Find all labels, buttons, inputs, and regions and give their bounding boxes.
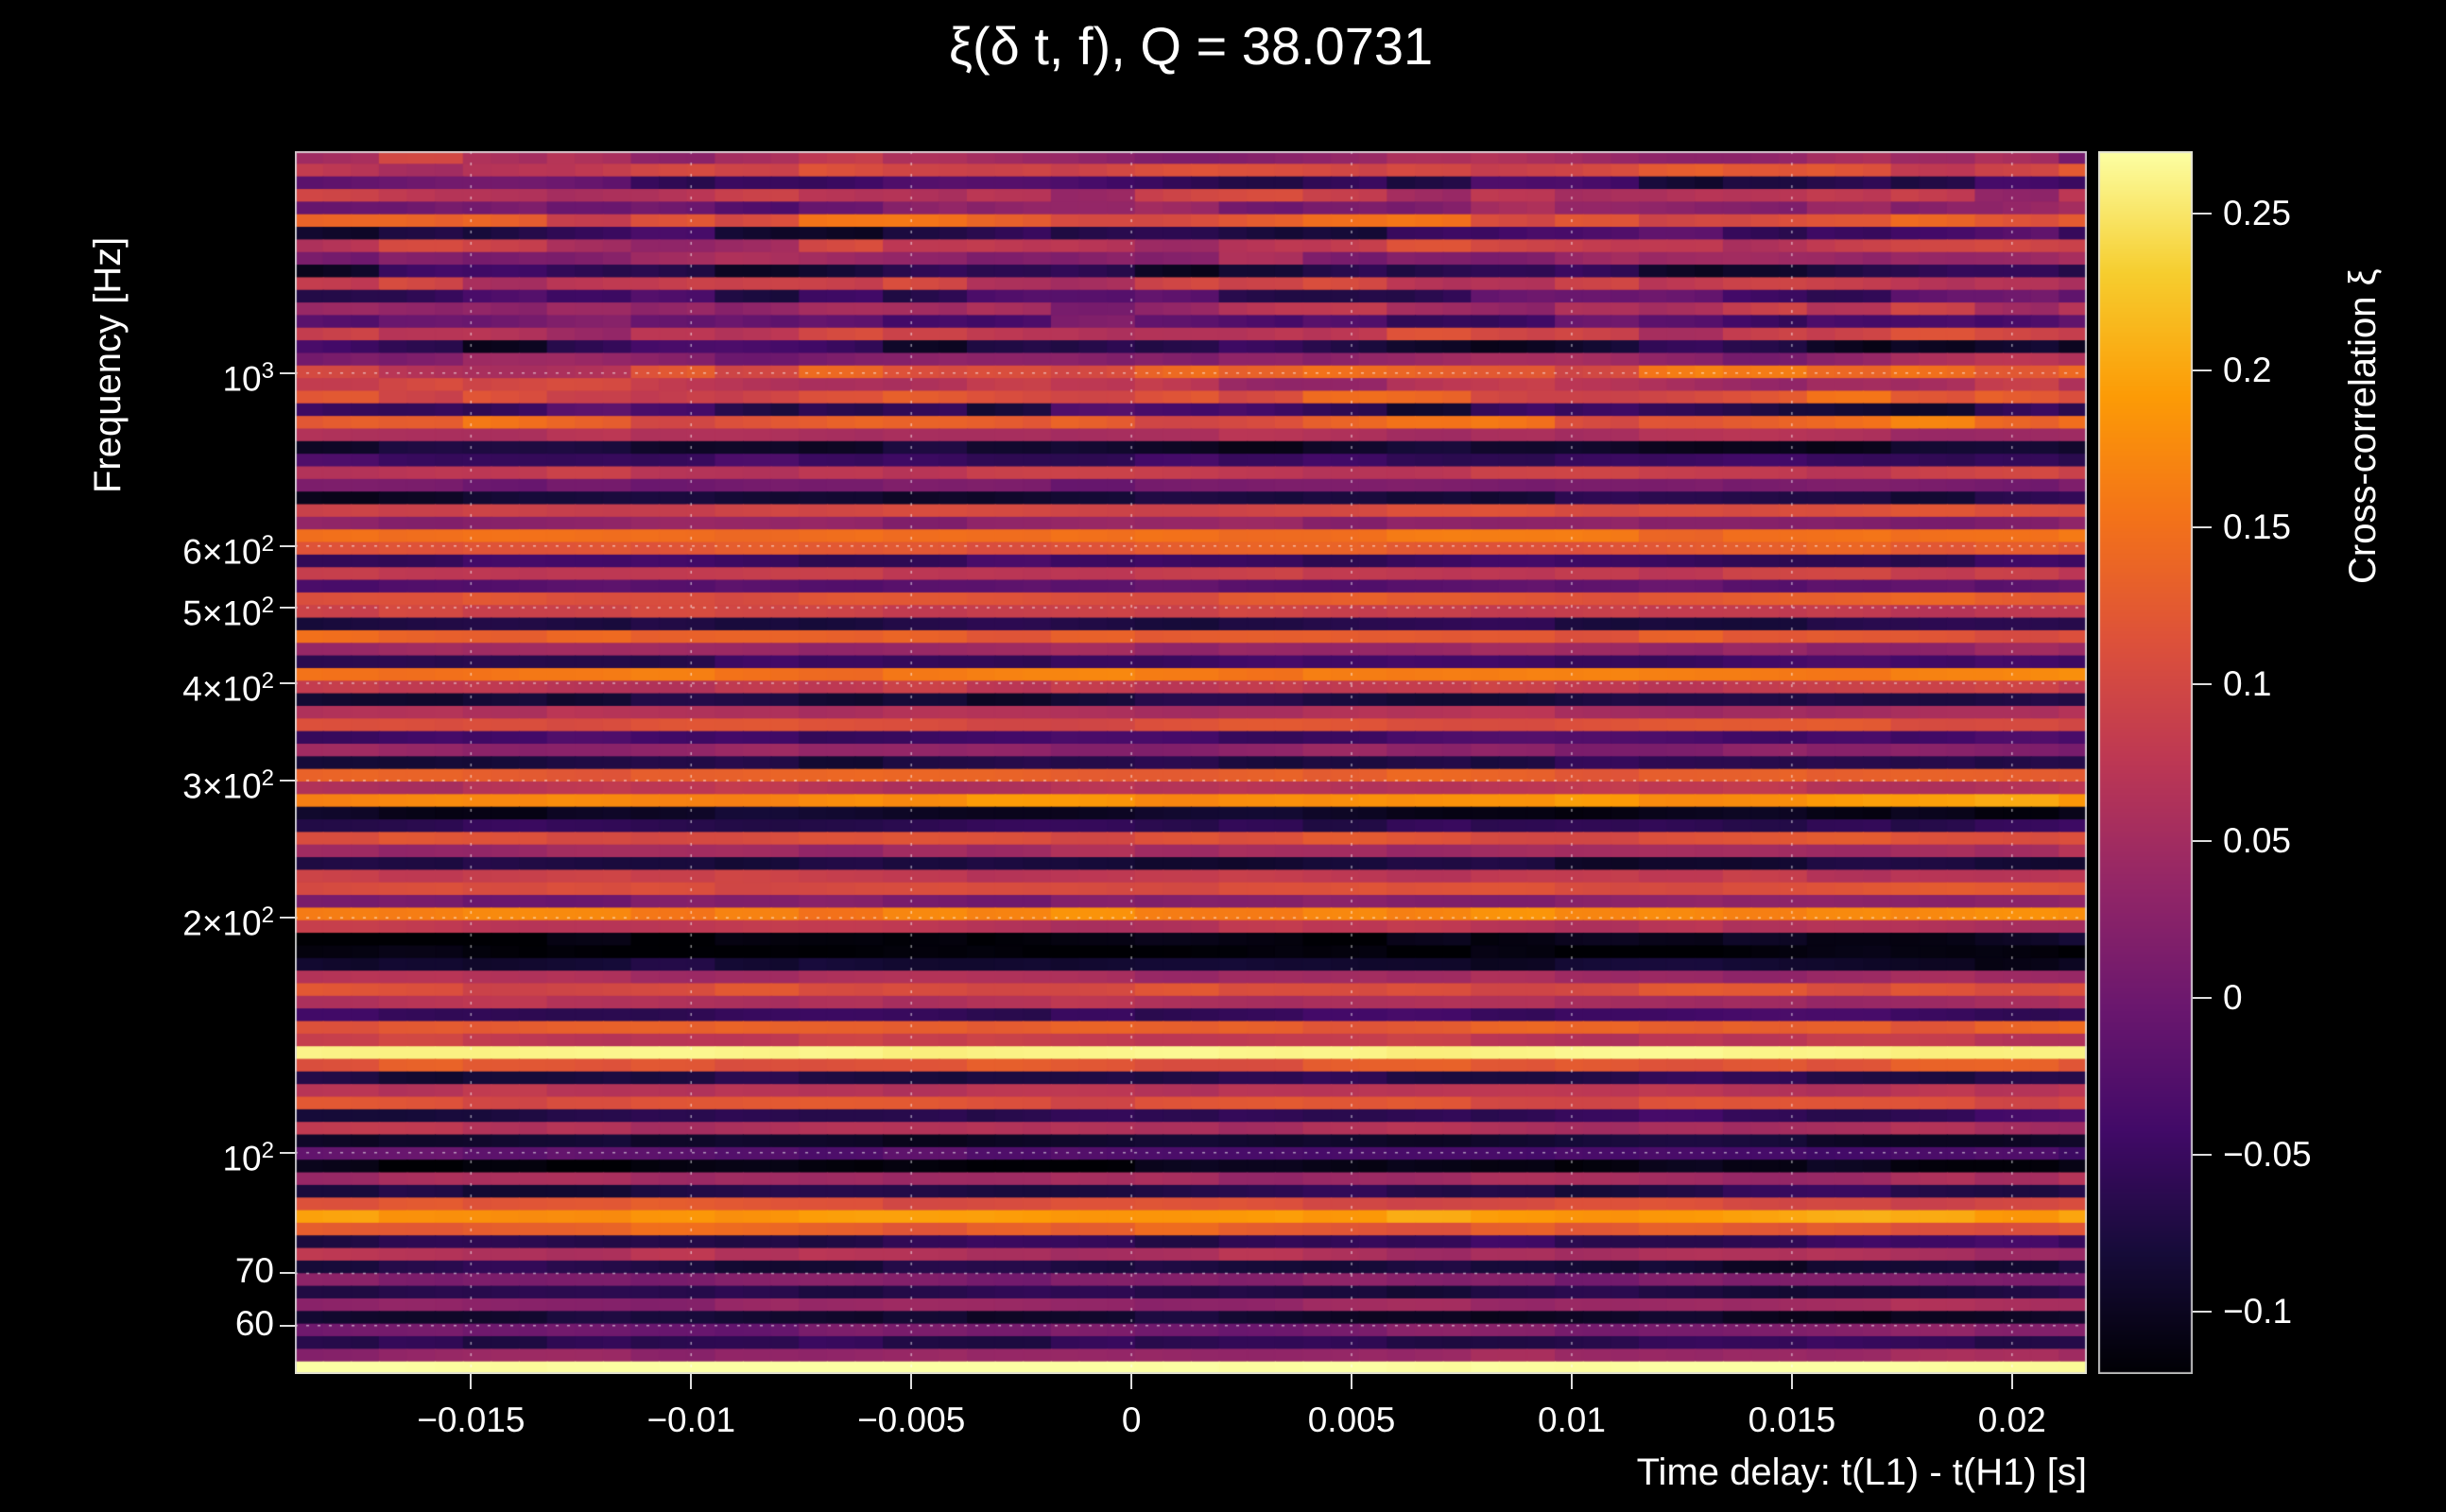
x-tick-label: 0.02 — [1977, 1400, 2046, 1439]
y-tick — [280, 607, 295, 610]
y-tick-label: 6×102 — [182, 530, 274, 572]
y-tick — [280, 544, 295, 547]
x-tick-label: 0.005 — [1307, 1400, 1396, 1439]
y-tick-label: 60 — [234, 1303, 274, 1343]
colorbar-tick-label: 0 — [2223, 977, 2243, 1017]
y-tick-label: 3×102 — [182, 765, 274, 806]
colorbar-tick — [2193, 683, 2212, 686]
y-tick-label: 70 — [234, 1251, 274, 1291]
colorbar-tick-label: 0.25 — [2223, 194, 2292, 233]
y-tick — [280, 780, 295, 782]
x-tick-label: −0.005 — [857, 1400, 966, 1439]
x-tick-label: 0 — [1121, 1400, 1142, 1439]
x-tick — [1570, 1374, 1573, 1389]
colorbar-tick-label: 0.05 — [2223, 820, 2292, 860]
x-tick — [1351, 1374, 1353, 1389]
y-tick — [280, 1151, 295, 1154]
x-axis-label: Time delay: t(L1) - t(H1) [s] — [1636, 1452, 2087, 1493]
colorbar-tick-label: 0.1 — [2223, 664, 2272, 704]
heatmap-canvas — [295, 151, 2087, 1374]
colorbar-tick-label: 0.2 — [2223, 351, 2272, 390]
y-tick-label: 5×102 — [182, 593, 274, 633]
y-tick-label: 102 — [222, 1137, 274, 1178]
y-tick — [280, 371, 295, 374]
y-tick — [280, 1272, 295, 1275]
x-tick — [2010, 1374, 2013, 1389]
colorbar-canvas — [2098, 151, 2193, 1374]
x-tick-label: −0.01 — [646, 1400, 736, 1439]
y-tick — [280, 1324, 295, 1327]
colorbar-tick — [2193, 1310, 2212, 1313]
y-tick — [280, 681, 295, 684]
plot-title: ξ(δ t, f), Q = 38.0731 — [948, 16, 1434, 76]
x-tick-label: 0.01 — [1537, 1400, 1606, 1439]
colorbar-tick-label: −0.05 — [2223, 1134, 2312, 1174]
colorbar-tick — [2193, 526, 2212, 529]
y-tick-label: 103 — [222, 357, 274, 398]
x-tick — [470, 1374, 473, 1389]
colorbar-tick — [2193, 213, 2212, 215]
colorbar-tick — [2193, 996, 2212, 999]
y-tick-label: 2×102 — [182, 902, 274, 943]
x-tick — [1130, 1374, 1133, 1389]
y-tick-label: 4×102 — [182, 667, 274, 709]
colorbar-tick — [2193, 369, 2212, 372]
colorbar-tick-label: −0.1 — [2223, 1291, 2293, 1331]
colorbar-tick — [2193, 1153, 2212, 1156]
x-tick-label: −0.015 — [417, 1400, 525, 1439]
colorbar-tick-label: 0.15 — [2223, 507, 2292, 547]
x-tick — [910, 1374, 913, 1389]
y-tick — [280, 917, 295, 919]
x-tick — [1790, 1374, 1793, 1389]
colorbar-tick — [2193, 839, 2212, 842]
x-tick-label: 0.015 — [1748, 1400, 1836, 1439]
x-tick — [690, 1374, 693, 1389]
colorbar-axis-label: Cross-correlation ξ — [2342, 268, 2384, 584]
